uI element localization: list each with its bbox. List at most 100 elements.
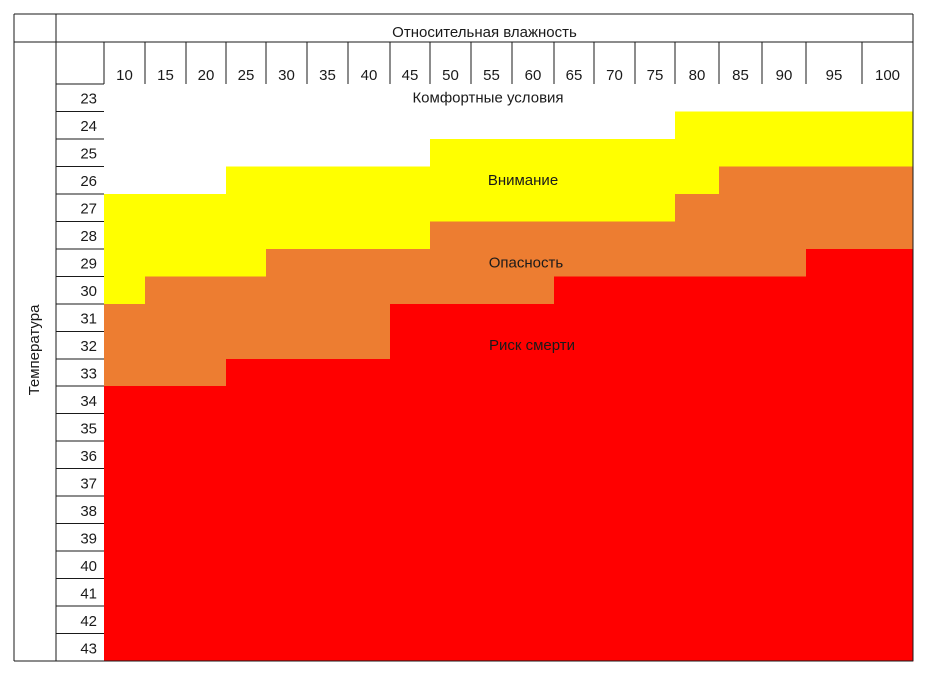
zone-cell xyxy=(104,578,146,607)
zone-cell xyxy=(675,248,720,277)
zone-cell xyxy=(348,441,391,470)
zone-cell xyxy=(348,193,391,222)
zone-cell xyxy=(390,633,431,662)
zone-cell xyxy=(145,166,187,195)
zone-cell xyxy=(554,138,595,167)
zone-cell xyxy=(512,441,555,470)
zone-cell xyxy=(719,441,763,470)
zone-cell xyxy=(635,221,676,250)
zone-cell xyxy=(186,358,227,387)
temperature-tick-label: 37 xyxy=(80,475,97,492)
zone-cell xyxy=(430,606,472,635)
zone-cell xyxy=(512,221,555,250)
zone-cell xyxy=(554,166,595,195)
zone-cell xyxy=(806,303,863,332)
zone-cell xyxy=(594,633,636,662)
zone-cell xyxy=(266,166,308,195)
zone-cell xyxy=(390,276,431,305)
zone-cell xyxy=(307,303,349,332)
zone-cell xyxy=(675,606,720,635)
zone-cell xyxy=(594,331,636,360)
zone-cell xyxy=(145,468,187,497)
zone-cell xyxy=(512,138,555,167)
temperature-tick-label: 32 xyxy=(80,338,97,355)
zone-cell xyxy=(186,303,227,332)
zone-cell xyxy=(471,84,513,112)
zone-cell xyxy=(512,413,555,442)
zone-cell xyxy=(266,523,308,552)
zone-cell xyxy=(430,248,472,277)
zone-cell xyxy=(226,633,267,662)
zone-cell xyxy=(471,193,513,222)
zone-cell xyxy=(430,276,472,305)
humidity-tick-label: 80 xyxy=(689,67,706,84)
zone-cell xyxy=(471,468,513,497)
zone-cell xyxy=(104,138,146,167)
zone-cell xyxy=(862,193,914,222)
zone-cell xyxy=(226,358,267,387)
zone-cell xyxy=(862,221,914,250)
zone-cell xyxy=(554,248,595,277)
zone-cell xyxy=(307,441,349,470)
zone-cell xyxy=(430,193,472,222)
zone-cell xyxy=(862,303,914,332)
humidity-tick-label: 100 xyxy=(875,67,900,84)
zone-cell xyxy=(471,413,513,442)
zone-cell xyxy=(512,386,555,415)
zone-cell xyxy=(266,111,308,140)
humidity-tick-label: 55 xyxy=(483,67,500,84)
zone-cell xyxy=(390,248,431,277)
zone-cell xyxy=(307,276,349,305)
zone-cell xyxy=(635,166,676,195)
zone-cell xyxy=(719,413,763,442)
zone-cell xyxy=(862,551,914,580)
zone-cell xyxy=(145,606,187,635)
zone-cell xyxy=(862,84,914,112)
zone-cell xyxy=(554,193,595,222)
zone-cell xyxy=(762,138,807,167)
zone-cell xyxy=(104,633,146,662)
humidity-tick-label: 60 xyxy=(525,67,542,84)
zone-cell xyxy=(594,193,636,222)
zone-cell xyxy=(594,166,636,195)
zone-cell xyxy=(307,221,349,250)
zone-cell xyxy=(226,221,267,250)
zone-cell xyxy=(862,248,914,277)
zone-cell xyxy=(471,138,513,167)
zone-cell xyxy=(390,441,431,470)
zone-cell xyxy=(348,166,391,195)
zone-cell xyxy=(348,468,391,497)
zone-cell xyxy=(719,221,763,250)
zone-cell xyxy=(594,523,636,552)
zone-cell xyxy=(430,496,472,525)
zone-cell xyxy=(806,606,863,635)
zone-cell xyxy=(390,578,431,607)
zone-cell xyxy=(390,111,431,140)
zone-cell xyxy=(675,441,720,470)
zone-cell xyxy=(862,633,914,662)
zone-cell xyxy=(145,111,187,140)
zone-cell xyxy=(145,413,187,442)
zone-cell xyxy=(226,578,267,607)
zone-cell xyxy=(104,386,146,415)
zone-cells xyxy=(104,84,914,662)
zone-cell xyxy=(226,303,267,332)
zone-cell xyxy=(226,606,267,635)
zone-cell xyxy=(594,111,636,140)
zone-label: Комфортные условия xyxy=(412,90,563,107)
temperature-tick-label: 25 xyxy=(80,146,97,163)
zone-cell xyxy=(186,386,227,415)
zone-cell xyxy=(186,111,227,140)
zone-cell xyxy=(862,496,914,525)
temperature-tick-label: 31 xyxy=(80,311,97,328)
zone-cell xyxy=(554,221,595,250)
zone-cell xyxy=(266,441,308,470)
zone-cell xyxy=(675,138,720,167)
zone-cell xyxy=(390,331,431,360)
zone-cell xyxy=(266,221,308,250)
zone-cell xyxy=(512,111,555,140)
zone-cell xyxy=(675,276,720,305)
temperature-tick-label: 28 xyxy=(80,228,97,245)
zone-cell xyxy=(266,276,308,305)
zone-cell xyxy=(762,166,807,195)
